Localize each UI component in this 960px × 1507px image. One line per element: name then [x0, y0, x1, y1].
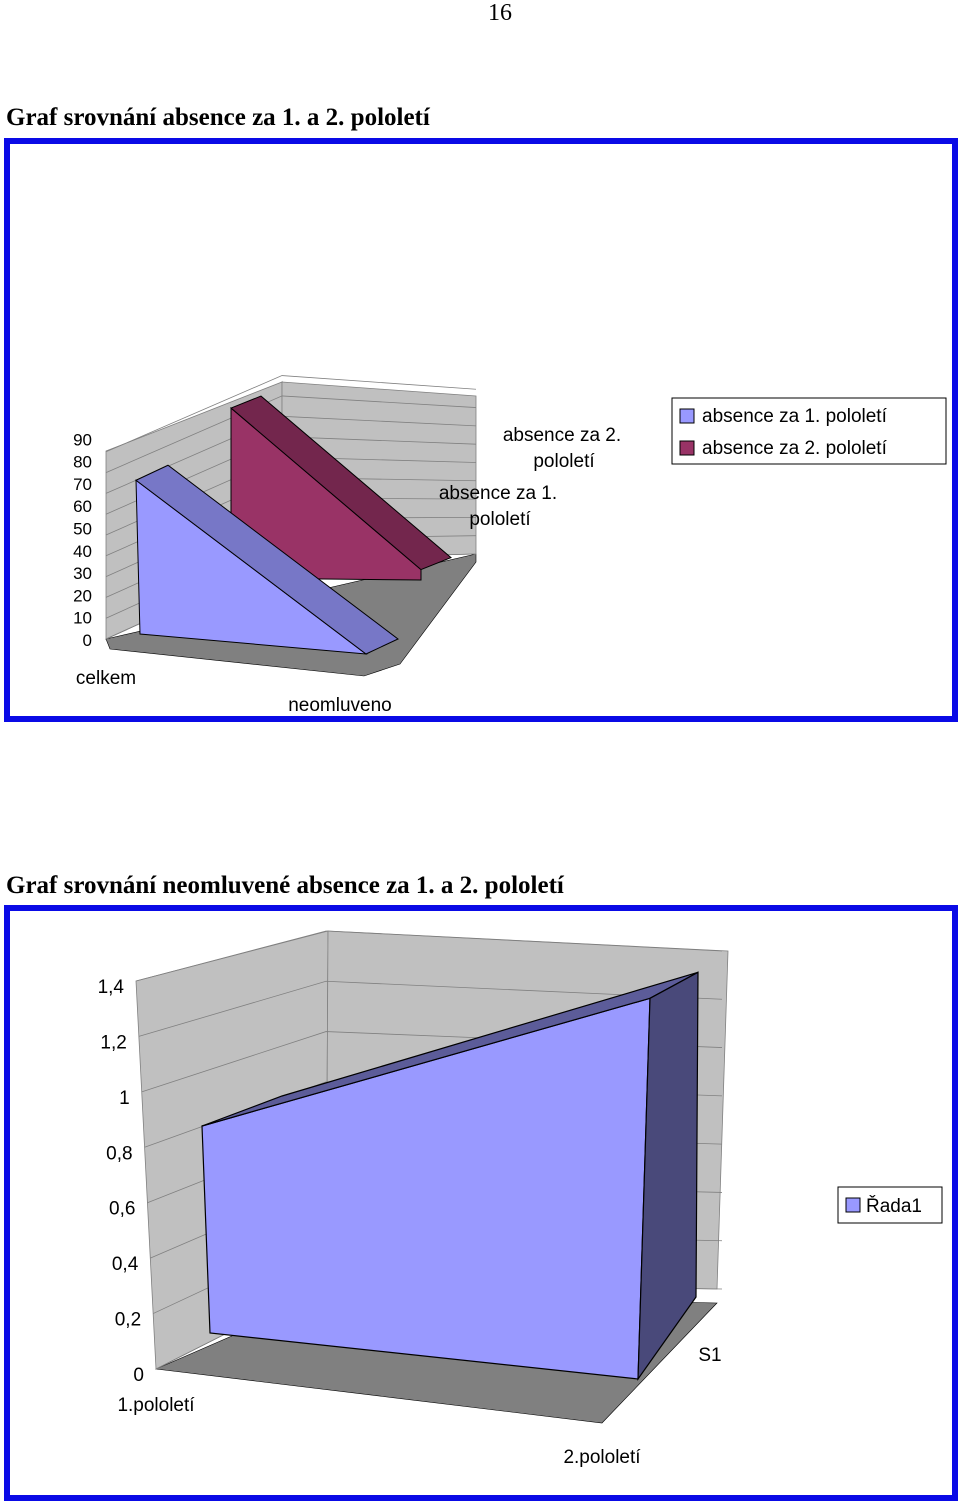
chart1-category-label: celkem [76, 668, 136, 689]
chart2-y-tick-label: 0,6 [109, 1199, 135, 1220]
chart2-legend-label: Řada1 [866, 1195, 922, 1217]
chart2-y-tick-label: 0 [133, 1365, 144, 1386]
chart1-y-tick-label: 80 [73, 453, 92, 472]
chart1-legend-swatch [679, 440, 695, 456]
chart2-y-tick-label: 0,2 [115, 1310, 141, 1331]
chart1-title: Graf srovnání absence za 1. a 2. pololet… [6, 104, 430, 131]
chart2-gridline [135, 930, 723, 982]
chart1-legend-label: absence za 1. pololetí [702, 406, 888, 427]
chart2-frame: 0 0,2 0,4 0,6 0,8 1 1,2 1,4 1.pololetí 2.pololetí… [4, 905, 958, 1501]
chart1-y-tick-label: 60 [73, 497, 92, 516]
chart1-depth-label: pololetí [469, 509, 531, 530]
chart1-series2-top-face [230, 395, 452, 571]
chart2-depth-label: S1 [698, 1345, 721, 1366]
chart2-svg: 0 0,2 0,4 0,6 0,8 1 1,2 1,4 1.pololetí 2.pololetí… [98, 930, 943, 1468]
chart2-y-tick-label: 1,2 [100, 1032, 126, 1053]
chart1-gridline [105, 375, 477, 453]
chart1-depth-label: pololetí [533, 451, 595, 472]
chart1-legend-label: absence za 2. pololetí [702, 438, 888, 459]
chart2-title: Graf srovnání neomluvené absence za 1. a… [6, 872, 564, 899]
chart2-y-tick-label: 0,4 [112, 1254, 139, 1275]
chart1-depth-label: absence za 2. [503, 425, 621, 446]
chart2-legend-swatch [845, 1197, 861, 1213]
chart1-y-tick-label: 30 [73, 564, 92, 583]
chart2-series-side-face [637, 971, 699, 1381]
chart2-y-tick-label: 0,8 [106, 1143, 132, 1164]
chart1-y-tick-label: 70 [73, 475, 92, 494]
chart2-gridline [138, 980, 723, 1037]
chart1-y-tick-label: 50 [73, 520, 92, 539]
chart1-y-tick-label: 20 [73, 586, 92, 605]
chart1-series1-top-face [135, 464, 399, 655]
chart2-category-label: 2.pololetí [563, 1447, 641, 1468]
chart1-gridline [105, 395, 477, 473]
chart1-y-tick-label: 0 [83, 631, 92, 650]
chart1-frame: 0 10 20 30 40 50 60 70 80 90 celkem neomluveno absen… [4, 138, 958, 722]
chart1-y-tick-label: 40 [73, 542, 92, 561]
chart1-legend-swatch [679, 408, 695, 424]
chart1-category-label: neomluveno [288, 695, 392, 716]
chart1-legend-box [671, 397, 947, 465]
chart1-y-tick-label: 90 [73, 430, 92, 449]
chart2-y-tick-label: 1 [119, 1088, 130, 1109]
chart1-depth-label: absence za 1. [439, 483, 557, 504]
chart2-category-label: 1.pololetí [117, 1395, 195, 1416]
chart1-y-tick-label: 10 [73, 609, 92, 628]
chart1-svg: 0 10 20 30 40 50 60 70 80 90 celkem neomluveno absen… [73, 375, 947, 716]
page-number: 16 [488, 0, 512, 26]
chart2-y-tick-label: 1,4 [98, 977, 125, 998]
